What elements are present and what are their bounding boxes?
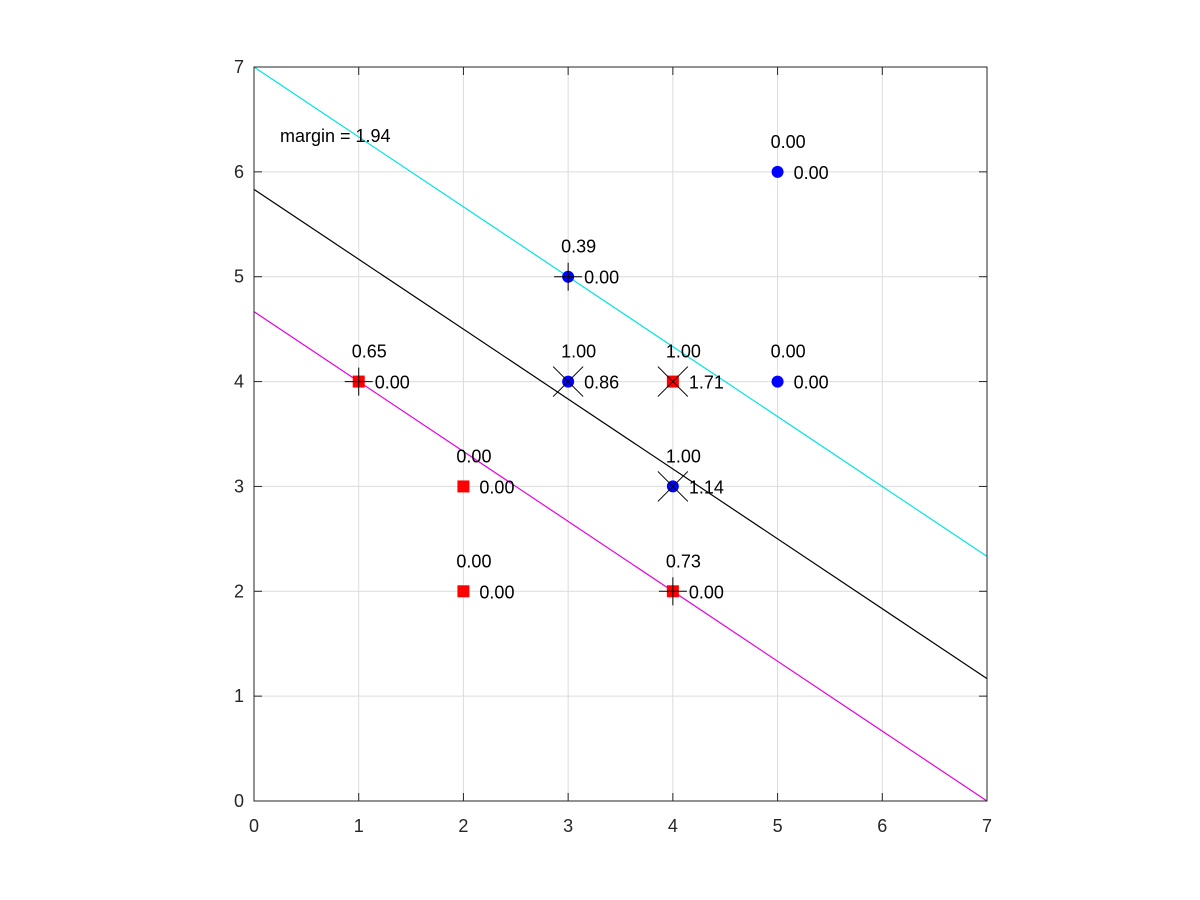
data-points: 0.65 0.00 0.00 0.00 0.00 0.00 0.73 0.00 1.00 1.71… [344, 132, 829, 606]
point-top-label: 0.00 [456, 551, 491, 571]
axis-ticks: 0 1 2 3 4 5 6 7 0 1 2 3 4 5 6 7 [234, 57, 992, 836]
point-right-label: 1.14 [689, 477, 724, 497]
point-right-label: 0.00 [479, 582, 514, 602]
point-top-label: 0.39 [561, 237, 596, 257]
positive-point: 0.00 0.00 [771, 132, 829, 183]
square-marker [457, 585, 470, 598]
point-right-label: 0.00 [584, 268, 619, 288]
point-right-label: 0.00 [375, 373, 410, 393]
point-right-label: 0.00 [479, 477, 514, 497]
lower-margin-line [253, 311, 988, 802]
circle-marker [771, 375, 784, 388]
grid-lines [253, 66, 988, 802]
y-tick-label: 2 [234, 581, 244, 601]
positive-point: 1.00 0.86 [552, 342, 619, 397]
x-tick-label: 4 [668, 816, 678, 836]
x-tick-label: 3 [563, 816, 573, 836]
x-tick-label: 7 [982, 816, 992, 836]
y-tick-label: 5 [234, 267, 244, 287]
x-tick-label: 0 [249, 816, 259, 836]
point-top-label: 0.00 [771, 132, 806, 152]
point-right-label: 0.00 [794, 373, 829, 393]
x-tick-label: 5 [773, 816, 783, 836]
negative-point: 0.65 0.00 [344, 342, 410, 396]
cross-mark [657, 366, 689, 397]
point-right-label: 1.71 [689, 373, 724, 393]
point-top-label: 1.00 [666, 446, 701, 466]
negative-point: 1.00 1.71 [657, 342, 724, 397]
point-top-label: 0.73 [666, 551, 701, 571]
positive-point: 0.00 0.00 [771, 342, 829, 393]
cross-mark [552, 366, 584, 397]
separating-lines [253, 66, 988, 802]
margin-annotation: margin = 1.94 [280, 126, 391, 146]
axes-frame [253, 66, 988, 802]
positive-point: 1.00 1.14 [657, 446, 724, 502]
point-right-label: 0.00 [794, 163, 829, 183]
x-tick-label: 6 [877, 816, 887, 836]
negative-point: 0.73 0.00 [658, 551, 724, 606]
point-top-label: 0.00 [771, 342, 806, 362]
decision-boundary-line [253, 188, 988, 680]
y-tick-label: 0 [234, 791, 244, 811]
y-tick-label: 1 [234, 686, 244, 706]
point-right-label: 0.86 [584, 373, 619, 393]
y-tick-label: 4 [234, 372, 244, 392]
cross-mark [657, 471, 689, 502]
negative-point: 0.00 0.00 [456, 551, 514, 602]
point-right-label: 0.00 [689, 582, 724, 602]
square-marker [457, 480, 470, 493]
point-top-label: 0.00 [456, 446, 491, 466]
circle-marker [771, 165, 784, 178]
point-top-label: 1.00 [561, 342, 596, 362]
upper-margin-line [253, 66, 988, 557]
y-tick-label: 6 [234, 162, 244, 182]
positive-point: 0.39 0.00 [554, 237, 619, 291]
point-top-label: 1.00 [666, 342, 701, 362]
y-tick-label: 7 [234, 57, 244, 77]
y-tick-label: 3 [234, 476, 244, 496]
x-tick-label: 1 [354, 816, 364, 836]
point-top-label: 0.65 [352, 342, 387, 362]
x-tick-label: 2 [458, 816, 468, 836]
negative-point: 0.00 0.00 [456, 446, 514, 497]
